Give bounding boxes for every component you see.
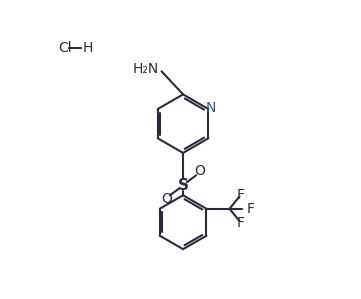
Text: S: S xyxy=(178,178,188,193)
Text: F: F xyxy=(247,202,255,216)
Text: O: O xyxy=(194,164,205,179)
Text: F: F xyxy=(237,188,245,202)
Text: H₂N: H₂N xyxy=(133,62,159,76)
Text: O: O xyxy=(161,192,172,206)
Text: F: F xyxy=(237,216,245,230)
Text: H: H xyxy=(82,41,92,55)
Text: Cl: Cl xyxy=(58,41,72,55)
Text: N: N xyxy=(205,101,216,115)
